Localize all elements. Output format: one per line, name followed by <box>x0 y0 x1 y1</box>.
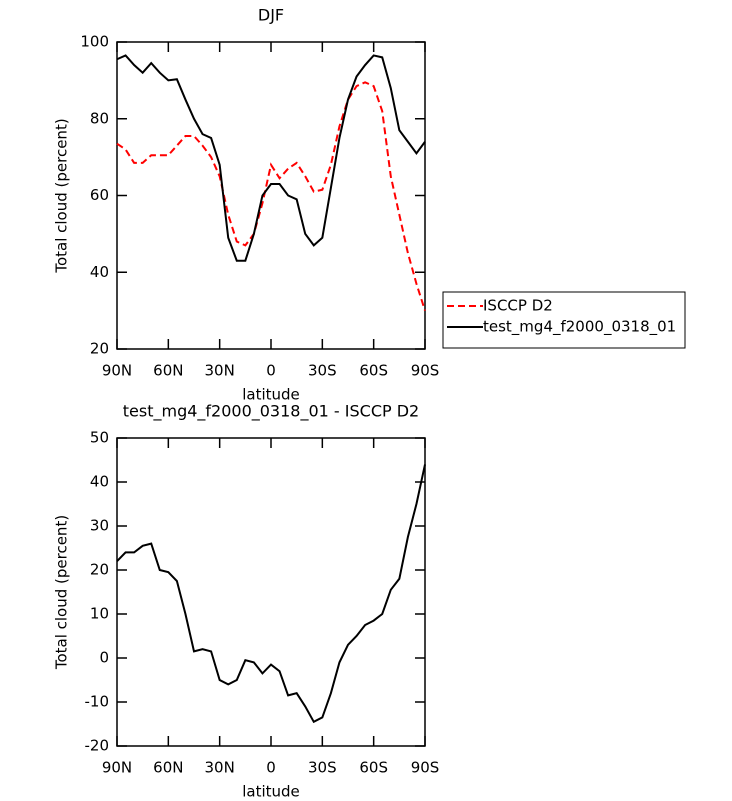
x-tick-label: 90N <box>102 759 132 777</box>
y-tick-label: 60 <box>90 186 109 204</box>
y-tick-label: 30 <box>90 517 109 535</box>
y-tick-label: -20 <box>85 737 110 755</box>
x-axis-label: latitude <box>242 386 300 404</box>
y-tick-label: 40 <box>90 473 109 491</box>
chart-title: test_mg4_f2000_0318_01 - ISCCP D2 <box>123 402 419 422</box>
x-tick-label: 30N <box>205 362 235 380</box>
legend-label: test_mg4_f2000_0318_01 <box>483 318 676 337</box>
chart-title: DJF <box>258 6 284 25</box>
series-line <box>116 464 426 724</box>
x-tick-label: 60N <box>153 759 183 777</box>
y-tick-label: 40 <box>90 263 109 281</box>
y-tick-label: 0 <box>99 649 109 667</box>
x-tick-label: 0 <box>266 759 276 777</box>
x-tick-label: 60S <box>359 759 388 777</box>
x-tick-label: 30S <box>308 759 337 777</box>
x-tick-label: 90S <box>411 362 440 380</box>
legend-label: ISCCP D2 <box>483 297 553 315</box>
x-tick-label: 30N <box>205 759 235 777</box>
y-tick-label: 20 <box>90 340 109 358</box>
y-tick-label: 80 <box>90 109 109 127</box>
x-tick-label: 60S <box>359 362 388 380</box>
y-axis-label: Total cloud (percent) <box>53 118 71 273</box>
x-tick-label: 90S <box>411 759 440 777</box>
y-tick-label: 10 <box>90 605 109 623</box>
legend-box <box>442 291 686 349</box>
x-tick-label: 60N <box>153 362 183 380</box>
y-axis-label: Total cloud (percent) <box>53 515 71 670</box>
series-line <box>116 54 426 262</box>
series-line <box>116 81 426 311</box>
y-tick-label: 50 <box>90 429 109 447</box>
x-tick-label: 0 <box>266 362 276 380</box>
y-tick-label: 100 <box>80 33 109 51</box>
x-axis-label: latitude <box>242 783 300 801</box>
y-tick-label: 20 <box>90 561 109 579</box>
x-tick-label: 90N <box>102 362 132 380</box>
y-tick-label: -10 <box>85 693 110 711</box>
x-tick-label: 30S <box>308 362 337 380</box>
plot-frame <box>116 41 426 350</box>
plot-frame <box>116 437 426 747</box>
